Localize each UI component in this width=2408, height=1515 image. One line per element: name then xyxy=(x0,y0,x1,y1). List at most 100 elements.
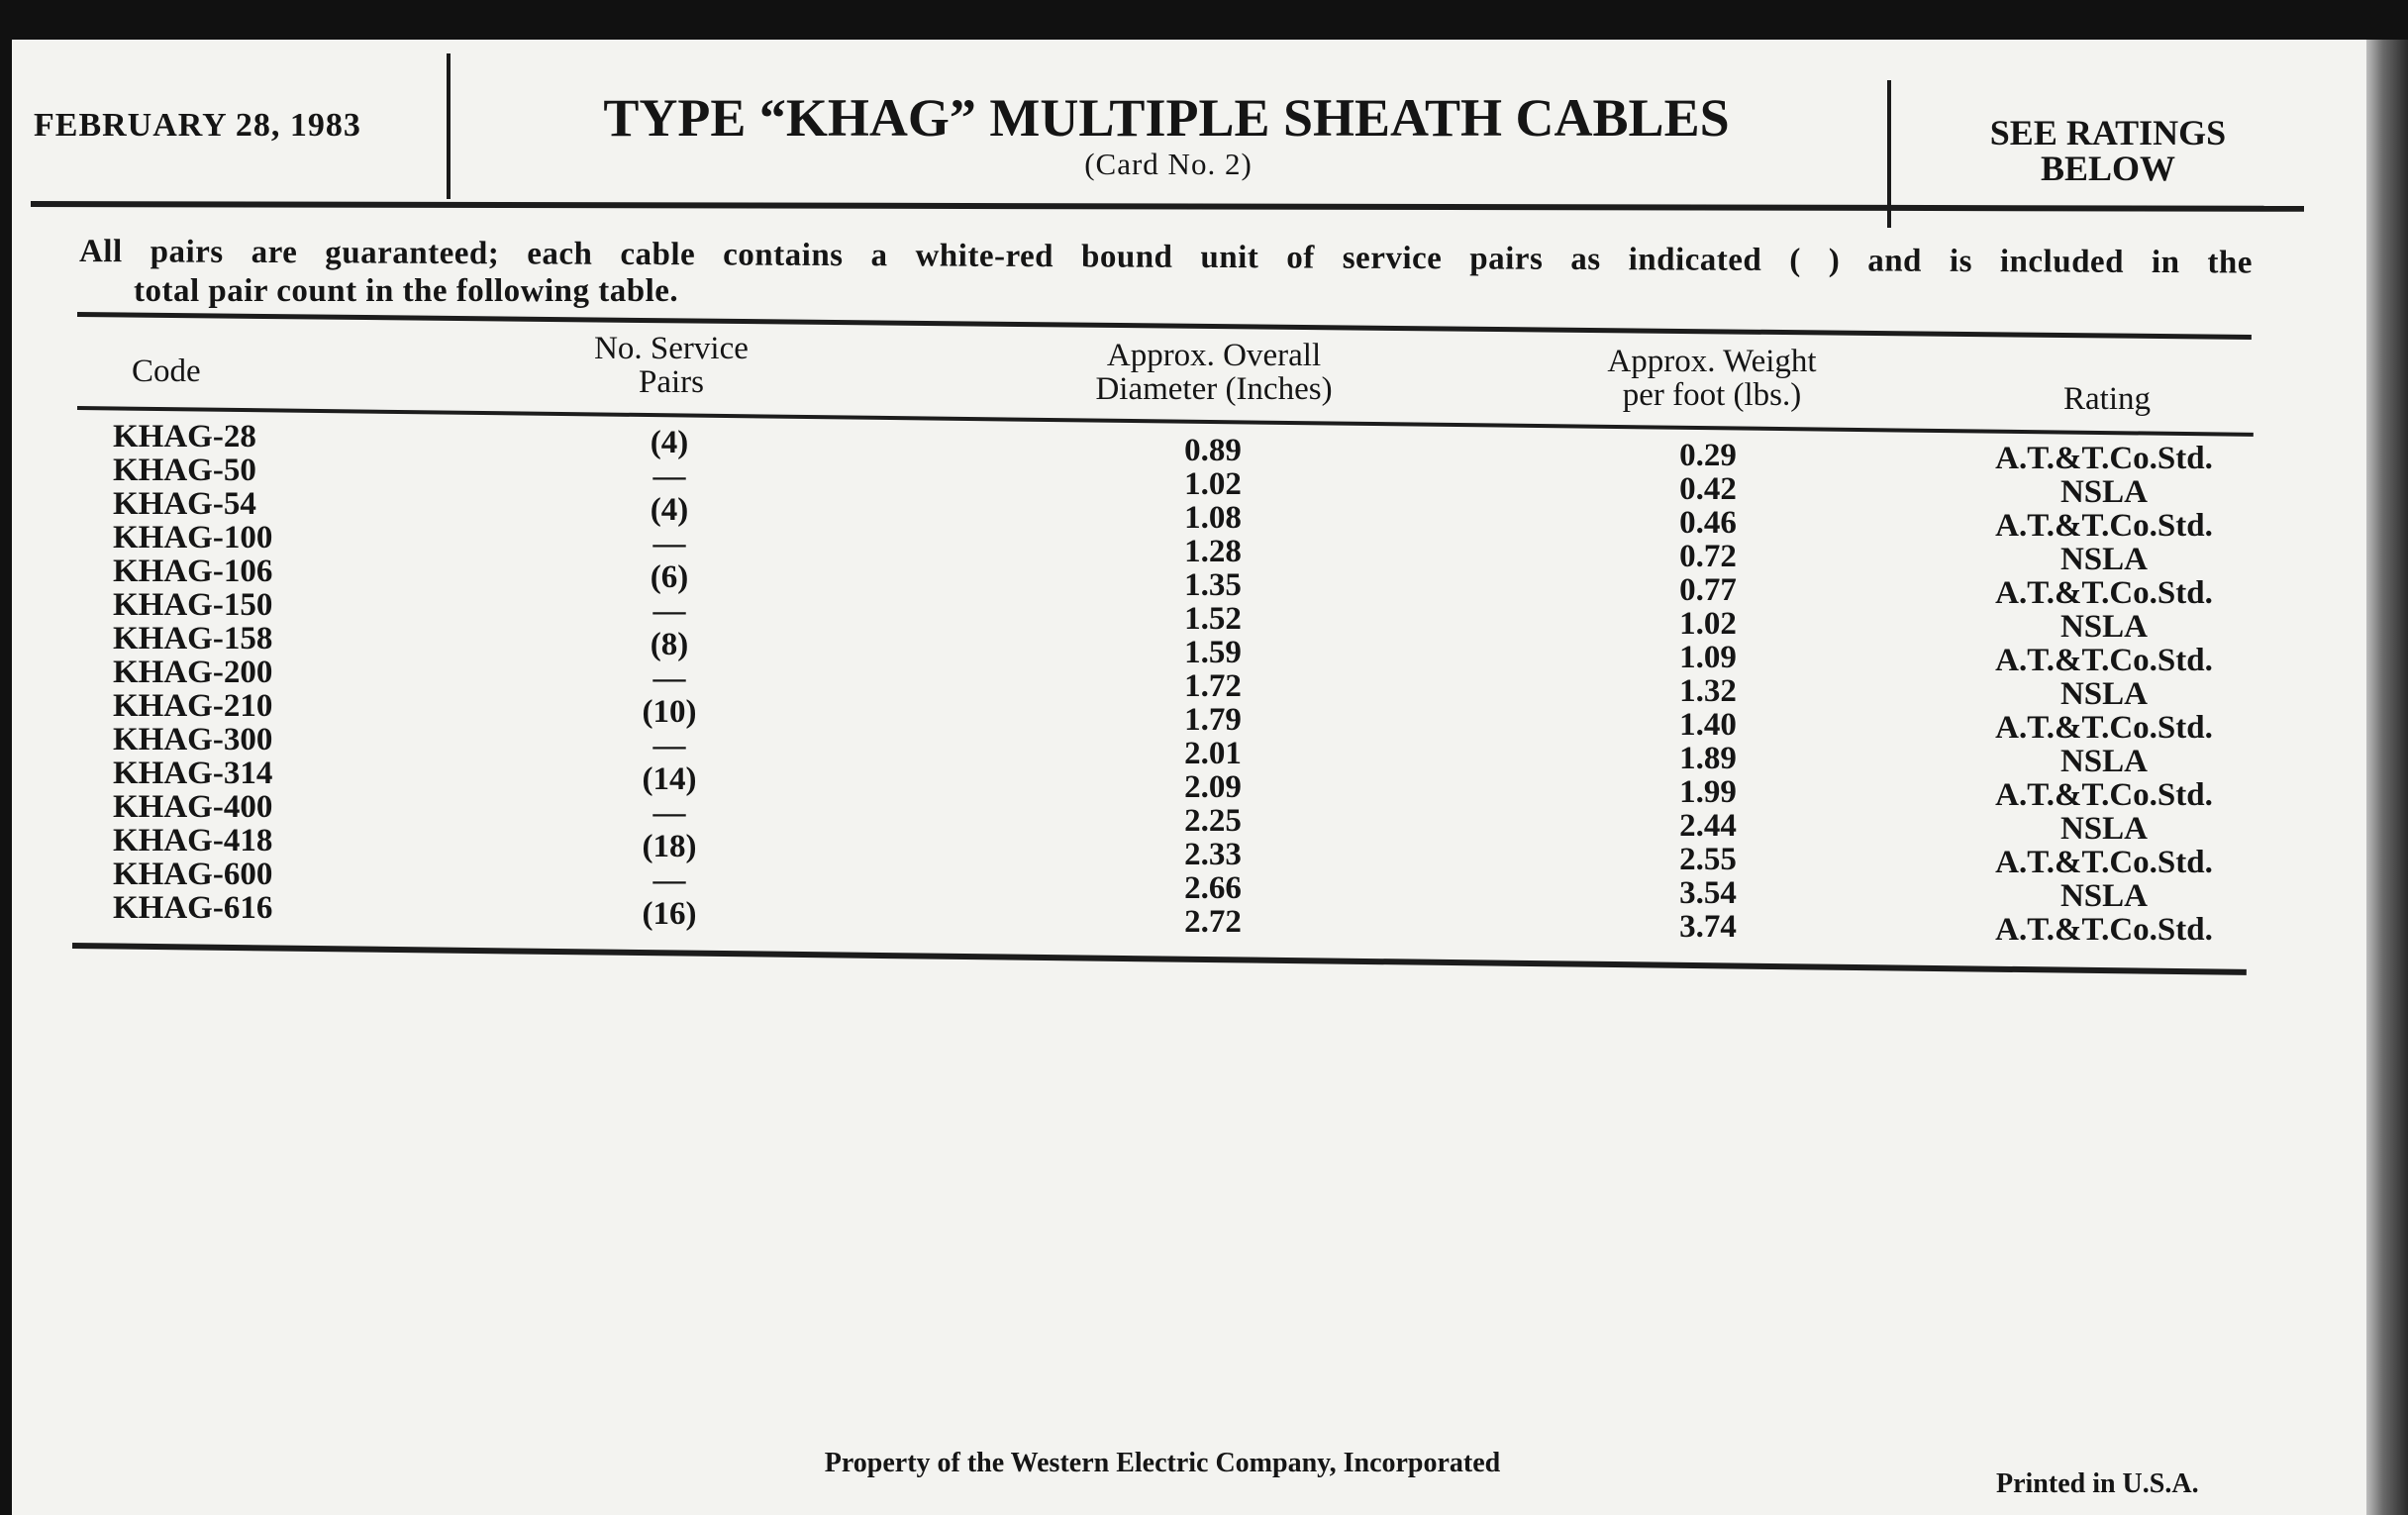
divider xyxy=(1887,80,1891,228)
table-cell-code: KHAG-200 xyxy=(113,655,273,690)
table-cell-service-pairs: (6) xyxy=(650,559,689,595)
header-line: Approx. Weight xyxy=(1607,344,1817,379)
table-cell-service-pairs: (4) xyxy=(650,492,689,528)
table-cell-diameter: 1.08 xyxy=(1184,500,1242,536)
table-cell-rating: A.T.&T.Co.Std. xyxy=(1995,845,2213,880)
table-cell-code: KHAG-616 xyxy=(113,890,273,926)
table-cell-rating: A.T.&T.Co.Std. xyxy=(1995,575,2213,611)
property-notice: Property of the Western Electric Company… xyxy=(824,1448,1501,1478)
table-cell-rating: NSLA xyxy=(2059,474,2149,510)
table-cell-rating: A.T.&T.Co.Std. xyxy=(1995,508,2213,544)
column-code: KHAG-28 KHAG-50 KHAG-54 KHAG-100 KHAG-106 KHA… xyxy=(113,420,272,925)
table-cell-code: KHAG-106 xyxy=(113,554,273,589)
column-header-diameter: Approx. Overall Diameter (Inches) xyxy=(1095,339,1332,406)
table-cell-code: KHAG-300 xyxy=(113,722,273,758)
header-line: per foot (lbs.) xyxy=(1622,377,1802,413)
table-cell-rating: A.T.&T.Co.Std. xyxy=(1995,643,2213,678)
table-cell-rating: NSLA xyxy=(2059,744,2149,779)
table-cell-rating: NSLA xyxy=(2059,878,2149,914)
table-cell-weight: 1.02 xyxy=(1679,606,1737,642)
column-header-rating: Rating xyxy=(2063,381,2151,417)
table-cell-diameter: 1.35 xyxy=(1184,567,1242,603)
column-service-pairs: (4) — (4) — (6) — (8) — (10) — (14) — (18) — (16) xyxy=(643,426,697,931)
table-cell-diameter: 2.72 xyxy=(1184,904,1242,940)
table-cell-rating: A.T.&T.Co.Std. xyxy=(1995,912,2213,948)
table-cell-diameter: 1.59 xyxy=(1184,635,1242,670)
table-cell-rating: NSLA xyxy=(2059,609,2149,645)
table-cell-code: KHAG-210 xyxy=(113,688,273,724)
table-cell-weight: 1.09 xyxy=(1679,640,1737,675)
header-line: Approx. Overall xyxy=(1106,338,1322,373)
intro-line: total pair count in the following table. xyxy=(134,273,679,309)
table-cell-diameter: 1.52 xyxy=(1184,601,1242,637)
card xyxy=(12,40,2366,1515)
table-cell-service-pairs: (16) xyxy=(642,896,697,932)
table-cell-code: KHAG-400 xyxy=(113,789,273,825)
table-cell-service-pairs: (18) xyxy=(642,829,697,864)
table-cell-service-pairs: — xyxy=(652,862,686,898)
table-cell-diameter: 2.66 xyxy=(1184,870,1242,906)
column-header-weight: Approx. Weight per foot (lbs.) xyxy=(1607,345,1816,412)
ratings-note: SEE RATINGS BELOW xyxy=(1990,115,2226,186)
table-cell-service-pairs: — xyxy=(652,728,686,763)
column-rating: A.T.&T.Co.Std. NSLA A.T.&T.Co.Std. NSLA A.T.… xyxy=(1995,442,2213,947)
ratings-line: SEE RATINGS xyxy=(1989,113,2227,152)
header-line: Diameter (Inches) xyxy=(1095,371,1333,407)
table-cell-rating: NSLA xyxy=(2059,811,2149,847)
table-cell-rating: A.T.&T.Co.Std. xyxy=(1995,441,2213,476)
scan-edge xyxy=(2366,40,2408,1515)
table-cell-code: KHAG-28 xyxy=(113,419,256,454)
table-cell-weight: 3.54 xyxy=(1679,875,1737,911)
table-cell-weight: 1.99 xyxy=(1679,774,1737,810)
header-line: No. Service xyxy=(594,331,749,366)
table-cell-rating: NSLA xyxy=(2059,676,2149,712)
table-cell-code: KHAG-158 xyxy=(113,621,273,656)
divider xyxy=(447,53,451,199)
table-cell-rating: NSLA xyxy=(2059,542,2149,577)
table-cell-weight: 0.77 xyxy=(1679,572,1737,608)
table-cell-rating: A.T.&T.Co.Std. xyxy=(1995,710,2213,746)
table-cell-weight: 0.46 xyxy=(1679,505,1737,541)
table-cell-service-pairs: (14) xyxy=(642,761,697,797)
table-cell-code: KHAG-54 xyxy=(113,486,256,522)
table-cell-service-pairs: — xyxy=(652,795,686,831)
table-cell-weight: 0.29 xyxy=(1679,438,1737,473)
table-cell-code: KHAG-600 xyxy=(113,857,273,892)
table-cell-weight: 2.55 xyxy=(1679,842,1737,877)
table-cell-weight: 1.89 xyxy=(1679,741,1737,776)
table-cell-weight: 0.42 xyxy=(1679,471,1737,507)
table-cell-weight: 2.44 xyxy=(1679,808,1737,844)
table-cell-diameter: 2.01 xyxy=(1184,736,1242,771)
table-cell-service-pairs: (10) xyxy=(642,694,697,730)
table-cell-diameter: 2.09 xyxy=(1184,769,1242,805)
table-cell-code: KHAG-100 xyxy=(113,520,273,556)
table-cell-diameter: 1.79 xyxy=(1184,702,1242,738)
column-diameter: 0.89 1.02 1.08 1.28 1.35 1.52 1.59 1.72 1.79 2.01… xyxy=(1184,434,1242,939)
table-cell-diameter: 1.72 xyxy=(1184,668,1242,704)
table-cell-code: KHAG-314 xyxy=(113,756,273,791)
column-weight: 0.29 0.42 0.46 0.72 0.77 1.02 1.09 1.32 1.40 1.89… xyxy=(1679,439,1737,944)
date: FEBRUARY 28, 1983 xyxy=(34,107,361,144)
header-line: Pairs xyxy=(638,364,704,400)
table-cell-diameter: 0.89 xyxy=(1184,433,1242,468)
table-cell-code: KHAG-150 xyxy=(113,587,273,623)
table-cell-code: KHAG-418 xyxy=(113,823,273,858)
table-cell-code: KHAG-50 xyxy=(113,453,256,488)
table-cell-service-pairs: — xyxy=(652,526,686,561)
table-cell-service-pairs: — xyxy=(652,458,686,494)
table-cell-service-pairs: — xyxy=(652,593,686,629)
table-cell-rating: A.T.&T.Co.Std. xyxy=(1995,777,2213,813)
table-cell-diameter: 2.33 xyxy=(1184,837,1242,872)
table-cell-diameter: 1.28 xyxy=(1184,534,1242,569)
table-cell-service-pairs: — xyxy=(652,660,686,696)
table-cell-diameter: 2.25 xyxy=(1184,803,1242,839)
ratings-line: BELOW xyxy=(2040,149,2176,188)
column-header-code: Code xyxy=(132,354,201,389)
table-cell-service-pairs: (8) xyxy=(650,627,689,662)
page-title: TYPE “KHAG” MULTIPLE SHEATH CABLES xyxy=(603,88,1730,148)
table-cell-weight: 0.72 xyxy=(1679,539,1737,574)
table-cell-weight: 3.74 xyxy=(1679,909,1737,945)
column-header-pairs: No. Service Pairs xyxy=(594,332,749,399)
table-cell-service-pairs: (4) xyxy=(650,425,689,460)
printed-notice: Printed in U.S.A. xyxy=(1996,1468,2199,1499)
